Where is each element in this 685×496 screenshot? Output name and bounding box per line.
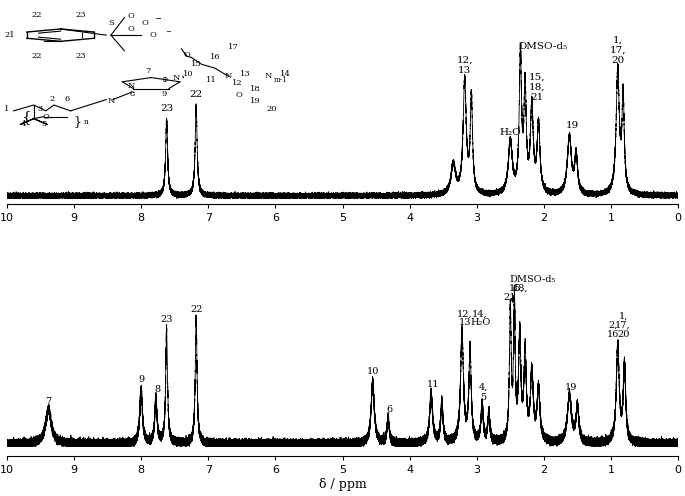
Text: −: − <box>165 28 171 36</box>
Text: O: O <box>184 51 190 59</box>
Text: N: N <box>265 72 273 80</box>
Text: 8: 8 <box>155 385 161 394</box>
Text: 12: 12 <box>232 79 242 87</box>
Text: 8: 8 <box>129 90 135 98</box>
Text: N: N <box>225 72 232 80</box>
Text: H₂O: H₂O <box>499 127 521 136</box>
Text: 18: 18 <box>250 85 260 93</box>
Text: 9: 9 <box>138 374 144 384</box>
Text: N: N <box>108 97 114 105</box>
Text: 22: 22 <box>32 52 42 60</box>
Text: DMSO-d₅: DMSO-d₅ <box>509 274 556 284</box>
Text: N: N <box>173 74 180 82</box>
Text: O: O <box>127 25 134 33</box>
Text: −: − <box>154 15 162 23</box>
Text: 15,: 15, <box>509 283 525 292</box>
Text: 7: 7 <box>145 67 151 75</box>
Text: n: n <box>84 118 88 125</box>
X-axis label: δ / ppm: δ / ppm <box>319 478 366 491</box>
Text: 19: 19 <box>564 383 577 392</box>
Text: 10: 10 <box>366 367 379 376</box>
Text: O: O <box>141 18 148 26</box>
Text: 12,
13: 12, 13 <box>456 55 473 74</box>
Text: }: } <box>73 115 82 128</box>
Text: 22: 22 <box>32 11 42 19</box>
Text: 21: 21 <box>504 293 516 302</box>
Text: DMSO-d₅: DMSO-d₅ <box>519 42 568 51</box>
Text: 9: 9 <box>162 90 167 98</box>
Text: 1: 1 <box>4 105 10 113</box>
Text: 22: 22 <box>190 90 203 99</box>
Text: 11: 11 <box>427 380 439 389</box>
Text: 19: 19 <box>566 121 580 129</box>
Text: 1,: 1, <box>619 312 627 321</box>
Text: 23: 23 <box>160 104 173 113</box>
Text: m-1: m-1 <box>274 76 288 84</box>
Text: 5: 5 <box>41 121 47 128</box>
Text: 17: 17 <box>228 43 239 51</box>
Text: 11: 11 <box>206 76 217 84</box>
Text: O: O <box>42 113 49 121</box>
Text: 20: 20 <box>266 105 277 113</box>
Text: 10: 10 <box>183 70 193 78</box>
Text: 14: 14 <box>280 70 291 78</box>
Text: 7: 7 <box>45 397 51 406</box>
Text: N: N <box>127 82 135 90</box>
Text: 1,
17,
20: 1, 17, 20 <box>610 35 626 65</box>
Text: 12,: 12, <box>457 310 473 318</box>
Text: 23: 23 <box>160 314 173 323</box>
Text: O: O <box>150 31 157 39</box>
Text: 3: 3 <box>38 105 43 113</box>
Text: H₂O: H₂O <box>470 318 490 327</box>
Text: S: S <box>108 18 114 26</box>
Text: 16: 16 <box>210 53 221 61</box>
Text: 22: 22 <box>190 305 202 313</box>
Text: 2: 2 <box>50 95 55 103</box>
Text: 13: 13 <box>458 318 471 327</box>
Text: O: O <box>235 91 242 99</box>
Text: 23: 23 <box>75 11 86 19</box>
Text: 18,: 18, <box>513 283 529 292</box>
Text: 4: 4 <box>21 121 27 128</box>
Text: 2,: 2, <box>608 321 618 330</box>
Text: 16: 16 <box>607 330 619 339</box>
Text: 20: 20 <box>617 330 630 339</box>
Text: 23: 23 <box>75 52 86 60</box>
Text: 13: 13 <box>240 70 251 78</box>
Text: O: O <box>127 12 134 20</box>
Text: 19: 19 <box>250 97 260 105</box>
Text: 21: 21 <box>5 31 16 39</box>
Text: 17,: 17, <box>615 321 631 330</box>
Text: 6: 6 <box>64 95 70 103</box>
Text: 14,: 14, <box>472 310 488 318</box>
Text: {: { <box>21 110 31 124</box>
Text: 6: 6 <box>386 405 393 414</box>
Text: 15: 15 <box>191 61 201 68</box>
Text: ⊕: ⊕ <box>162 76 168 84</box>
Text: 4,
5: 4, 5 <box>479 383 488 402</box>
Text: 15,
18,
21: 15, 18, 21 <box>529 72 546 102</box>
